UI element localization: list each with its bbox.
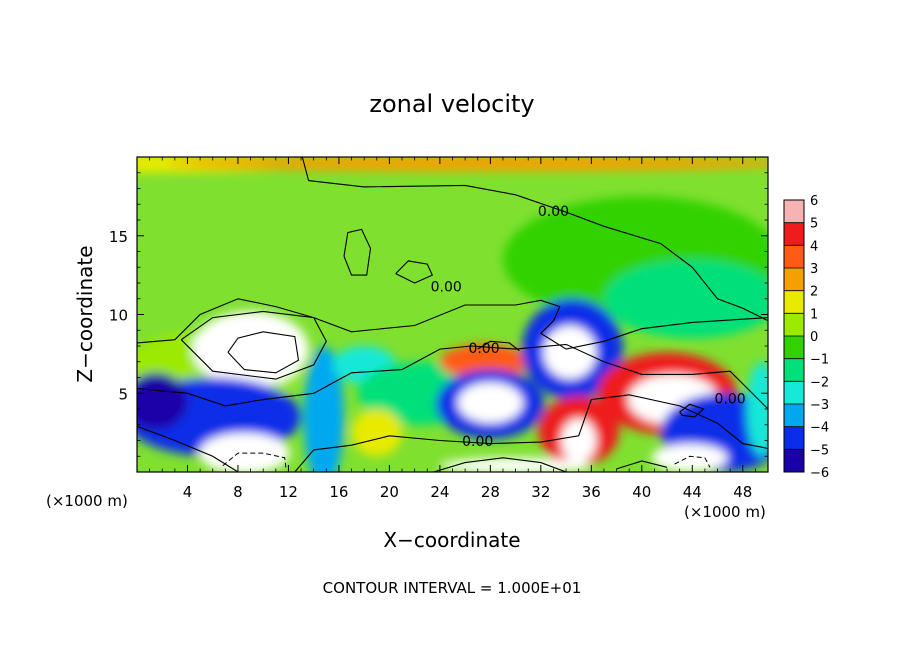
- colorbar-swatch: [784, 200, 804, 223]
- field-region: [746, 361, 768, 457]
- colorbar-swatch: [784, 381, 804, 404]
- zero-contours: 0.00 0.00 0.00 0.00 0.00: [137, 157, 768, 472]
- field-region: [192, 311, 309, 387]
- x-unit-label-left: (×1000 m): [46, 492, 128, 510]
- colorbar-label: 3: [810, 262, 818, 277]
- colorbar-label: 5: [810, 217, 818, 232]
- colorbar-swatch: [784, 268, 804, 291]
- negative-contour-line: [674, 455, 711, 468]
- y-tick-label: 5: [118, 385, 128, 403]
- x-unit-label-right: (×1000 m): [684, 503, 766, 521]
- colorbar-swatch: [784, 313, 804, 336]
- contour-interval-footer: CONTOUR INTERVAL = 1.000E+01: [323, 579, 582, 597]
- x-tick-label: 36: [582, 483, 601, 501]
- colorbar-label: 4: [810, 239, 818, 254]
- zero-contour-line: [137, 298, 768, 350]
- colorbar-swatch: [784, 404, 804, 427]
- colorbar-label: 0: [810, 330, 818, 345]
- field-region: [303, 346, 344, 472]
- zero-contour-line: [137, 343, 768, 410]
- colorbar-swatch: [784, 449, 804, 472]
- contour-label: 0.00: [715, 392, 746, 408]
- field-region: [543, 325, 597, 380]
- field-region: [439, 344, 529, 380]
- field-region: [457, 382, 524, 424]
- colorbar-label: −6: [810, 466, 829, 481]
- x-tick-label: 24: [430, 483, 449, 501]
- x-tick-label: 20: [380, 483, 399, 501]
- x-tick-label: 16: [329, 483, 348, 501]
- colorbar-label: 1: [810, 307, 818, 322]
- zero-contour-line: [301, 157, 768, 322]
- field-region: [168, 157, 768, 172]
- zero-contour-line: [477, 340, 520, 352]
- y-tick-label: 15: [109, 228, 128, 246]
- contour-label: 0.00: [468, 341, 499, 357]
- y-axis-label: Z−coordinate: [73, 245, 97, 382]
- x-tick-label: 40: [632, 483, 651, 501]
- x-tick-label: 12: [279, 483, 298, 501]
- zero-contour-line: [227, 331, 300, 374]
- colorbar-label: −2: [810, 375, 829, 390]
- contour-label: 0.00: [538, 204, 569, 220]
- colorbar-label: 2: [810, 285, 818, 300]
- colorbar-swatch: [784, 245, 804, 268]
- colorbar-swatch: [784, 358, 804, 382]
- colorbar-label: −3: [810, 398, 829, 413]
- y-axis: 5 10 15: [109, 172, 768, 457]
- x-tick-label: 4: [183, 483, 193, 501]
- plot-area: 0.00 0.00 0.00 0.00 0.00: [137, 157, 768, 472]
- x-tick-label: 48: [733, 483, 752, 501]
- colorbar-swatch: [784, 426, 804, 450]
- x-axis-label: X−coordinate: [383, 528, 520, 552]
- x-tick-label: 44: [683, 483, 702, 501]
- y-tick-label: 10: [109, 307, 128, 325]
- field-region: [603, 259, 768, 339]
- contour-label: 0.00: [431, 280, 462, 296]
- colorbar-label: −1: [810, 353, 829, 368]
- x-tick-label: 8: [233, 483, 243, 501]
- field-region: [561, 418, 597, 463]
- chart-title: zonal velocity: [369, 90, 534, 118]
- zero-contour-line: [294, 394, 768, 472]
- field-region: [351, 409, 403, 457]
- zero-contour-line: [395, 260, 434, 284]
- velocity-field: [137, 157, 768, 472]
- zero-contour-line: [433, 457, 567, 472]
- zero-contour-line: [679, 403, 705, 418]
- colorbar-label: −5: [810, 443, 829, 458]
- colorbar-swatch: [784, 336, 804, 359]
- field-region: [137, 372, 188, 430]
- x-axis: 4 8 12 16 20 24 28 32 36 40 44 48: [149, 157, 756, 501]
- zero-contour-line: [180, 310, 327, 380]
- x-tick-label: 32: [531, 483, 550, 501]
- colorbar-swatch: [784, 290, 804, 314]
- x-tick-label: 28: [481, 483, 500, 501]
- colorbar-label: −4: [810, 421, 829, 436]
- colorbar: 6 5 4 3 2 1 0 −1 −2 −3 −4 −5 −6: [783, 194, 829, 481]
- field-region: [651, 443, 728, 472]
- zero-contour-line: [343, 228, 372, 276]
- colorbar-swatch: [784, 222, 804, 246]
- contour-label: 0.00: [462, 434, 493, 450]
- zero-contour-line: [616, 460, 668, 470]
- negative-contour-line: [222, 452, 287, 468]
- colorbar-label: 6: [810, 194, 818, 209]
